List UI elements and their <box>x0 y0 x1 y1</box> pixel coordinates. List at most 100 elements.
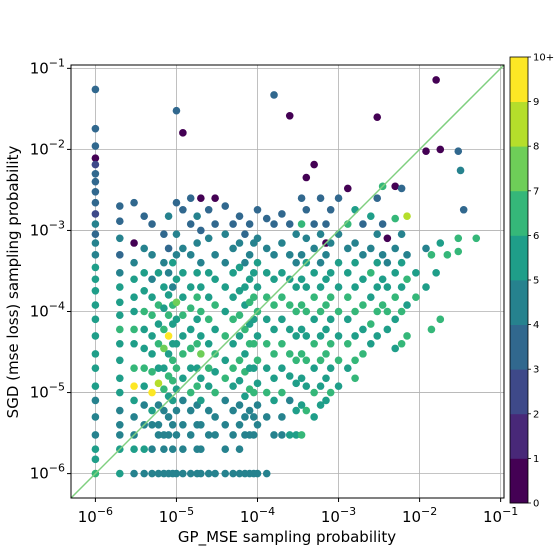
colorbar-tick-label-1: 1 <box>533 454 539 465</box>
data-point <box>221 374 230 383</box>
data-point <box>130 339 138 348</box>
data-point <box>160 258 168 267</box>
data-point <box>297 275 306 284</box>
data-point <box>172 275 181 284</box>
data-point <box>204 382 213 390</box>
data-point <box>91 85 100 94</box>
colorbar-tick-label-0: 0 <box>533 499 539 510</box>
data-point <box>443 251 452 259</box>
data-point <box>302 283 311 291</box>
y-tick-label-1: 10−5 <box>30 381 65 402</box>
data-point <box>322 251 330 259</box>
data-point <box>164 244 173 253</box>
data-point <box>326 205 335 214</box>
data-point <box>229 431 237 439</box>
data-point <box>148 388 156 397</box>
data-point <box>373 113 382 121</box>
data-point <box>186 194 195 202</box>
data-point <box>292 230 300 238</box>
data-point <box>397 283 406 291</box>
data-point <box>221 283 230 291</box>
data-point <box>140 269 148 277</box>
data-point <box>179 421 187 429</box>
data-point <box>241 350 249 358</box>
data-point <box>302 173 311 182</box>
data-point <box>221 307 230 316</box>
data-point <box>270 251 278 259</box>
data-point <box>235 311 244 320</box>
data-point <box>193 382 201 390</box>
data-point <box>116 311 124 320</box>
data-point <box>262 364 271 372</box>
data-point <box>285 372 294 380</box>
data-point <box>91 364 100 372</box>
data-point <box>154 379 163 388</box>
data-point <box>343 339 352 348</box>
data-point <box>326 269 335 277</box>
data-point <box>186 304 195 312</box>
data-point <box>179 129 187 137</box>
data-point <box>292 258 300 267</box>
data-point <box>154 269 163 277</box>
data-point <box>292 332 300 340</box>
data-point <box>186 325 195 334</box>
data-point <box>211 413 219 421</box>
colorbar-tick-label-7: 7 <box>533 186 539 197</box>
data-point <box>326 339 335 348</box>
data-point <box>302 307 311 316</box>
data-point <box>130 293 138 302</box>
data-point <box>186 220 195 228</box>
data-point <box>197 396 205 405</box>
data-point <box>373 332 382 340</box>
data-point <box>351 239 359 247</box>
data-point <box>116 339 124 348</box>
data-point <box>322 350 330 358</box>
data-point <box>310 413 318 421</box>
data-point <box>179 374 187 383</box>
data-point <box>322 275 330 284</box>
data-point <box>140 445 148 454</box>
data-point <box>235 376 244 385</box>
data-point <box>130 307 138 316</box>
data-point <box>334 332 343 340</box>
data-point <box>297 301 306 309</box>
data-point <box>197 469 205 478</box>
data-point <box>140 212 148 220</box>
data-point <box>403 212 411 220</box>
data-point <box>148 251 156 259</box>
data-point <box>91 177 100 186</box>
data-point <box>285 350 294 358</box>
data-point <box>160 385 168 394</box>
data-point <box>310 244 318 253</box>
data-point <box>285 220 294 228</box>
data-point <box>285 301 294 309</box>
data-point <box>164 413 173 421</box>
data-point <box>204 431 213 439</box>
data-point <box>249 431 258 439</box>
data-point <box>454 147 463 156</box>
data-point <box>253 469 262 478</box>
data-point <box>186 344 195 353</box>
data-point <box>391 269 400 277</box>
data-point <box>302 406 311 415</box>
data-point <box>211 469 219 478</box>
data-point <box>241 413 249 421</box>
colorbar-band-8 <box>510 101 528 147</box>
data-point <box>436 315 445 324</box>
data-point <box>91 382 100 390</box>
data-point <box>459 205 468 214</box>
data-point <box>130 239 138 247</box>
grid-lines <box>71 65 504 498</box>
data-point <box>197 258 205 267</box>
data-point <box>297 350 306 358</box>
data-point <box>351 258 359 267</box>
data-point <box>229 269 237 277</box>
data-point <box>221 445 230 454</box>
y-axis-ticks: 10−6 10−5 10−4 10−3 10−2 10−1 <box>30 56 71 483</box>
data-point <box>148 311 156 320</box>
data-point <box>235 445 244 454</box>
x-axis-label: GP_MSE sampling probability <box>178 528 396 547</box>
data-point <box>179 293 187 302</box>
data-point <box>211 431 219 439</box>
data-point <box>172 431 181 439</box>
